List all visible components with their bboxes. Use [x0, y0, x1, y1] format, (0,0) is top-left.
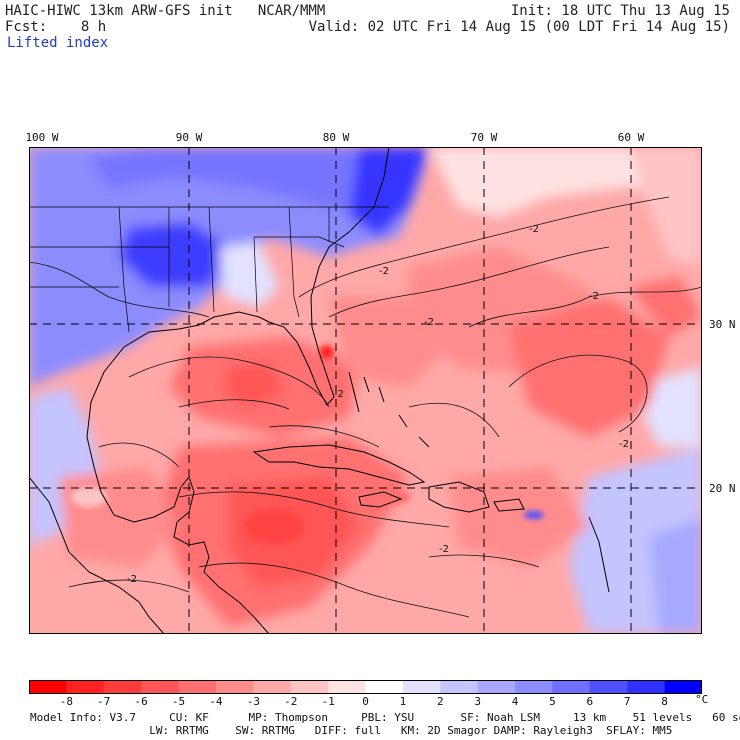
colorbar-tick-label: -2	[284, 695, 298, 708]
colorbar-swatch	[402, 680, 441, 694]
colorbar-swatch	[290, 680, 329, 694]
lifted-index-map: -2 -2 -2 -2 -2 -2 -2 -2	[29, 147, 702, 634]
colorbar-tick-label: -5	[171, 695, 186, 708]
contour-label: -2	[589, 291, 599, 302]
colorbar-tick-label: 5	[549, 695, 556, 708]
colorbar-swatch	[215, 680, 254, 694]
field-detail	[71, 345, 544, 545]
contour-label: -2	[439, 544, 449, 555]
state-borders	[29, 206, 389, 333]
colorbar-frame	[29, 680, 702, 694]
contour-labels: -2 -2 -2 -2 -2 -2 -2 -2	[127, 224, 629, 585]
model-info-line1: Model Info: V3.7 CU: KF MP: Thompson PBL…	[30, 711, 740, 724]
contour-label: -2	[619, 439, 629, 450]
contour-label: -2	[424, 317, 434, 328]
contour-label: -2	[127, 574, 137, 585]
colorbar-swatch	[178, 680, 217, 694]
init-time: Init: 18 UTC Thu 13 Aug 15	[510, 3, 730, 19]
field-shading	[29, 147, 702, 634]
colorbar-swatch	[328, 680, 366, 694]
colorbar-tick-label: 4	[511, 695, 519, 708]
colorbar-swatch	[552, 680, 591, 694]
lon-label-70w: 70 W	[470, 131, 498, 144]
colorbar-tick-label: 3	[474, 695, 481, 708]
field-name: Lifted index	[7, 35, 109, 51]
colorbar-tick-label: -6	[134, 695, 148, 708]
colorbar-swatch	[365, 680, 404, 694]
colorbar-swatch	[515, 680, 553, 694]
colorbar-tick-label: -8	[59, 695, 73, 708]
model-info-line2: LW: RRTMG SW: RRTMG DIFF: full KM: 2D Sm…	[30, 724, 673, 737]
colorbar-tick-label: -4	[209, 695, 223, 708]
forecast-hour: Fcst: 8 h	[5, 19, 107, 35]
contour-label: -2	[529, 224, 539, 235]
model-title: HAIC-HIWC 13km ARW-GFS init NCAR/MMM	[5, 3, 326, 19]
lon-label-100w: 100 W	[25, 131, 59, 144]
colorbar-swatch	[29, 680, 67, 694]
colorbar-swatch	[589, 680, 628, 694]
lon-label-60w: 60 W	[617, 131, 645, 144]
colorbar-tick-label: 0	[362, 695, 369, 708]
lat-label-30n: 30 N	[709, 318, 736, 331]
colorbar-swatch	[66, 680, 105, 694]
valid-time: Valid: 02 UTC Fri 14 Aug 15 (00 LDT Fri …	[308, 19, 730, 35]
colorbar-swatch	[103, 680, 142, 694]
colorbar-tick-label: 7	[623, 695, 631, 708]
contours	[29, 196, 702, 618]
lon-label-80w: 80 W	[322, 131, 350, 144]
coastlines	[29, 147, 610, 634]
colorbar-tick-label: 8	[661, 695, 668, 708]
contour-label: -2	[334, 389, 344, 400]
colorbar-swatch	[253, 680, 292, 694]
colorbar-swatch	[141, 680, 180, 694]
lat-label-20n: 20 N	[709, 482, 736, 495]
colorbar-swatch	[440, 680, 479, 694]
colorbar-swatch	[477, 680, 516, 694]
colorbar-tick-label: -7	[97, 695, 111, 708]
contour-label: -2	[379, 266, 389, 277]
colorbar	[29, 680, 702, 694]
colorbar-unit: °C	[695, 693, 709, 706]
colorbar-tick-label: 2	[436, 695, 444, 708]
colorbar-tick-label: -3	[246, 695, 260, 708]
colorbar-swatch	[664, 680, 702, 694]
colorbar-swatch	[627, 680, 666, 694]
lat-lon-grid	[29, 147, 702, 634]
colorbar-tick-label: 6	[586, 695, 594, 708]
lon-label-90w: 90 W	[175, 131, 203, 144]
map-frame	[29, 147, 702, 634]
colorbar-tick-label: 1	[399, 695, 407, 708]
colorbar-tick-label: -1	[321, 695, 335, 708]
